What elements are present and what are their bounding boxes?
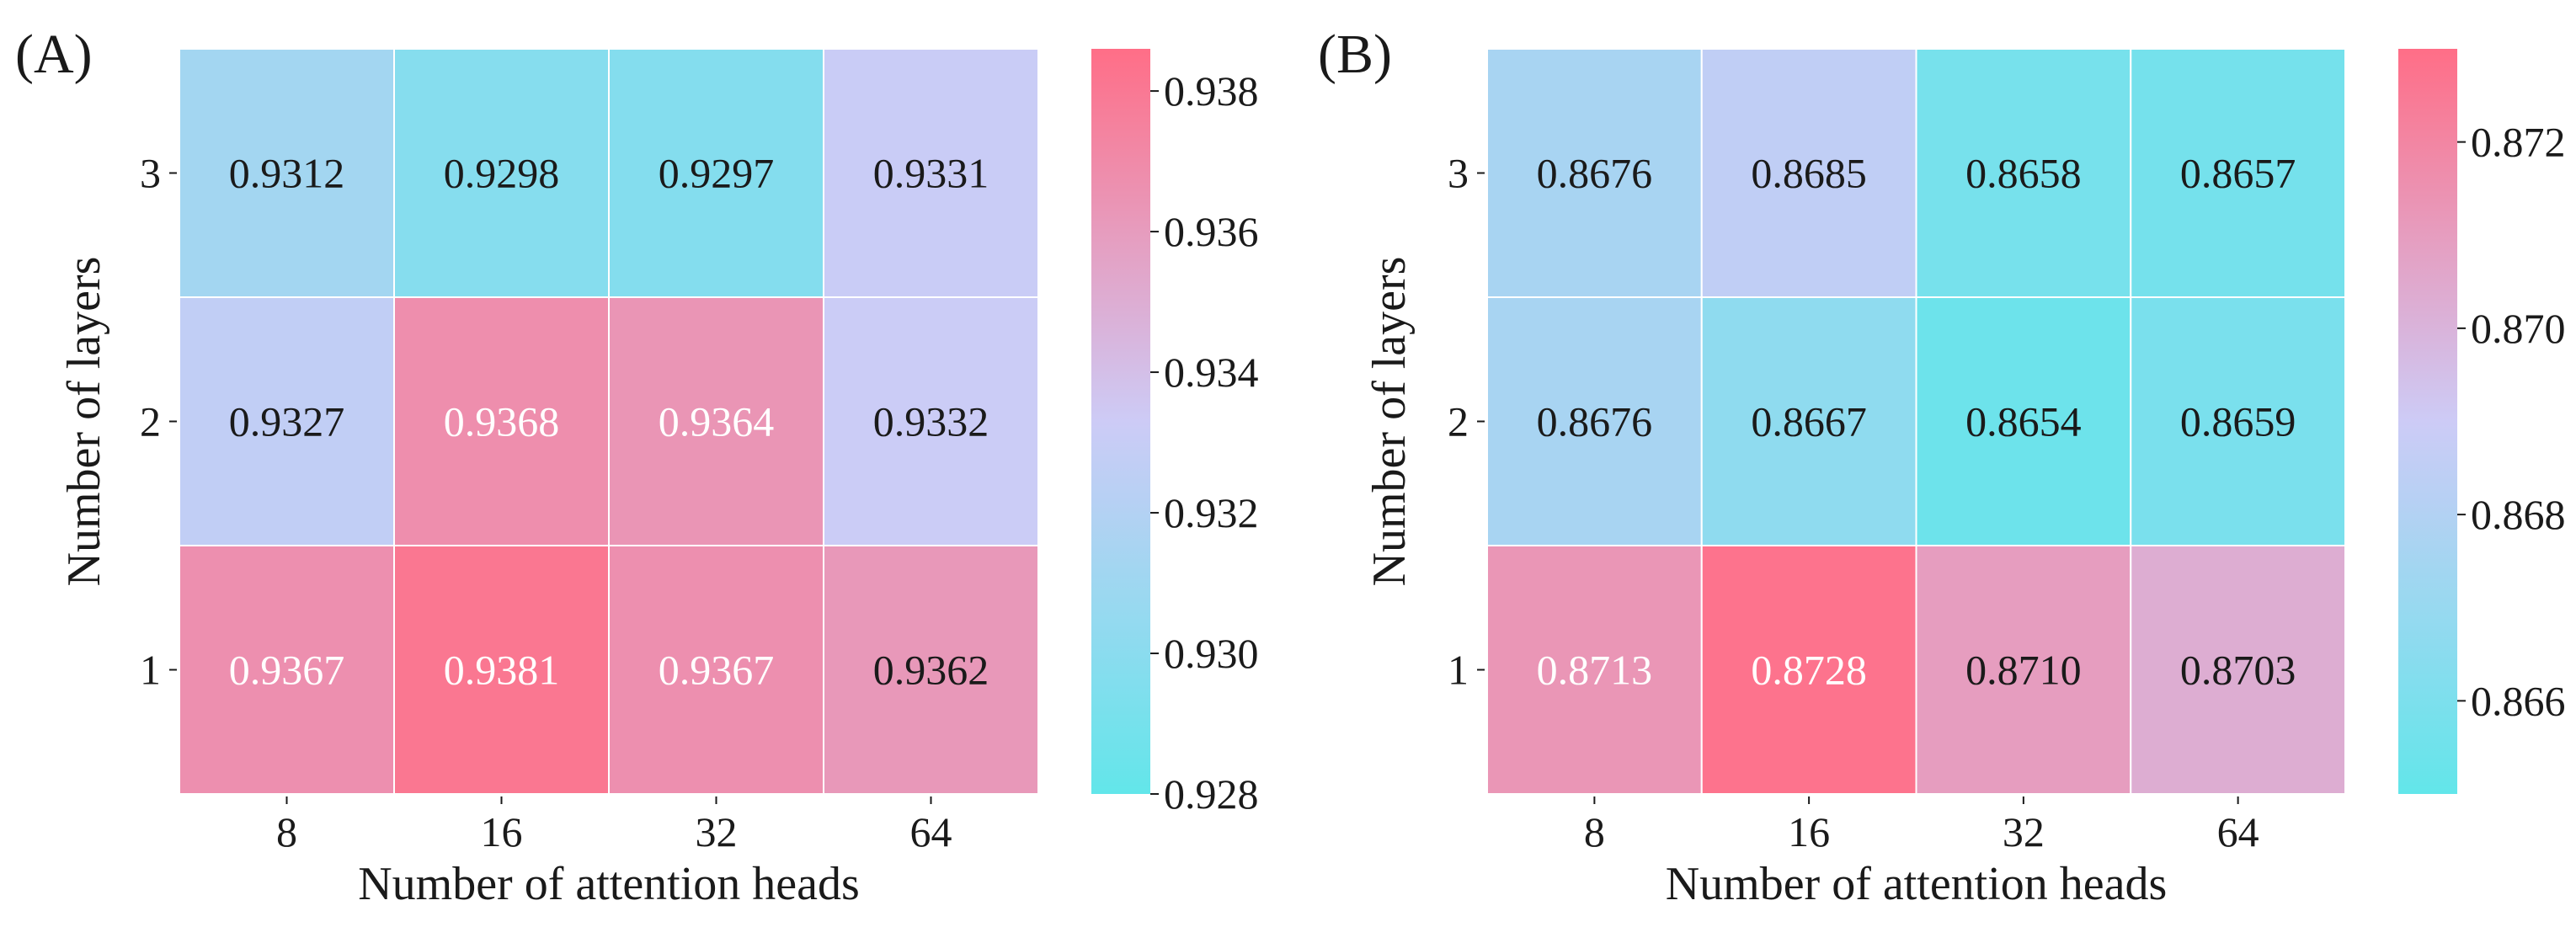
cell-value-label: 0.8667	[1751, 398, 1867, 445]
y-axis-title: Number of layers	[58, 257, 110, 587]
cell-value-label: 0.8703	[2180, 647, 2296, 694]
x-tick-label: 64	[2217, 808, 2259, 855]
cell-value-label: 0.8710	[1965, 647, 2082, 694]
heatmap-cell	[823, 296, 1039, 546]
x-axis-title: Number of attention heads	[1666, 858, 2168, 910]
colorbar-tick-label: 0.870	[2471, 305, 2566, 352]
heatmap-cell	[1486, 48, 1703, 298]
heatmap-cell	[1915, 296, 2132, 546]
colorbar-tick-label: 0.932	[1164, 489, 1259, 536]
y-tick-label: 3	[1448, 150, 1469, 197]
heatmap-cell	[179, 545, 395, 795]
cell-value-label: 0.9362	[873, 647, 989, 694]
x-tick-label: 8	[1584, 808, 1605, 855]
colorbar-tick-label: 0.934	[1164, 349, 1259, 396]
heatmap-cell	[2130, 545, 2346, 795]
heatmap-cell	[1915, 48, 2132, 298]
cell-value-label: 0.8685	[1751, 150, 1867, 197]
cell-value-label: 0.9367	[659, 647, 775, 694]
cell-value-label: 0.9327	[229, 398, 345, 445]
colorbar-tick-label: 0.868	[2471, 491, 2566, 538]
y-tick-label: 2	[140, 398, 161, 445]
heatmap-cell	[608, 48, 824, 298]
heatmap-cell	[823, 545, 1039, 795]
x-tick-label: 32	[696, 808, 738, 855]
cell-value-label: 0.9331	[873, 150, 989, 197]
colorbar-tick-label: 0.938	[1164, 67, 1259, 115]
heatmap-cell	[1700, 296, 1917, 546]
heatmap-cell	[179, 48, 395, 298]
cell-value-label: 0.9368	[444, 398, 560, 445]
y-tick-label: 1	[140, 647, 161, 694]
heatmap-cell	[393, 545, 610, 795]
y-tick-label: 2	[1448, 398, 1469, 445]
cell-value-label: 0.8676	[1537, 150, 1653, 197]
x-tick-label: 16	[1788, 808, 1830, 855]
cell-value-label: 0.9298	[444, 150, 560, 197]
colorbar	[2398, 49, 2457, 794]
y-tick-label: 3	[140, 150, 161, 197]
panel-b: (B) 0.8676 0.8685 0.8658 0.8657 0.8676 0.8667 0…	[1318, 24, 2566, 910]
heatmap-cell	[823, 48, 1039, 298]
heatmap-cell	[1700, 545, 1917, 795]
x-tick-label: 32	[2003, 808, 2045, 855]
heatmap-cell	[1486, 296, 1703, 546]
panel-label: (B)	[1318, 24, 1392, 85]
y-axis-title: Number of layers	[1363, 257, 1416, 587]
cell-value-label: 0.9381	[444, 647, 560, 694]
colorbar-tick-label: 0.866	[2471, 677, 2566, 724]
colorbar-tick-label: 0.872	[2471, 119, 2566, 166]
heatmap-cell	[2130, 296, 2346, 546]
heatmap-cell	[2130, 48, 2346, 298]
x-tick-label: 8	[276, 808, 297, 855]
heatmap-cell	[179, 296, 395, 546]
cell-value-label: 0.8728	[1751, 647, 1867, 694]
heatmap-cell	[1700, 48, 1917, 298]
cell-value-label: 0.8658	[1965, 150, 2082, 197]
y-tick-label: 1	[1448, 647, 1469, 694]
x-axis-title: Number of attention heads	[358, 858, 860, 910]
colorbar-tick-label: 0.930	[1164, 630, 1259, 677]
cell-value-label: 0.8659	[2180, 398, 2296, 445]
panel-label: (A)	[15, 24, 93, 85]
colorbar-tick-label: 0.928	[1164, 770, 1259, 818]
cell-value-label: 0.9297	[659, 150, 775, 197]
colorbar-tick-label: 0.936	[1164, 208, 1259, 255]
cell-value-label: 0.9312	[229, 150, 345, 197]
x-tick-label: 64	[910, 808, 952, 855]
cell-value-label: 0.9364	[659, 398, 775, 445]
x-tick-label: 16	[481, 808, 523, 855]
cell-value-label: 0.8713	[1537, 647, 1653, 694]
cell-value-label: 0.8657	[2180, 150, 2296, 197]
cell-value-label: 0.8676	[1537, 398, 1653, 445]
cell-value-label: 0.9367	[229, 647, 345, 694]
cell-value-label: 0.8654	[1965, 398, 2082, 445]
colorbar	[1091, 49, 1150, 794]
heatmap-cell	[393, 296, 610, 546]
heatmap-cell	[393, 48, 610, 298]
cell-value-label: 0.9332	[873, 398, 989, 445]
